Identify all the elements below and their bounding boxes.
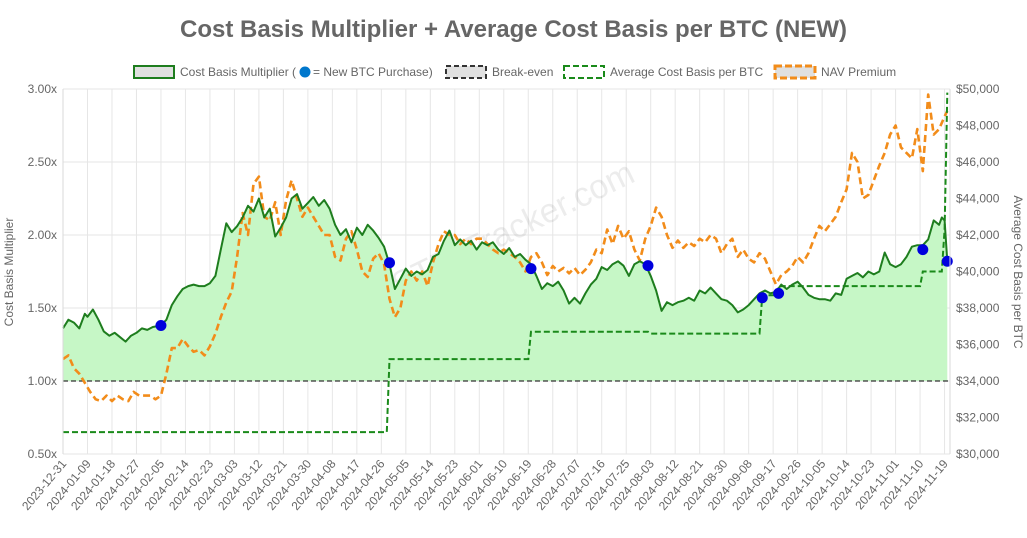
legend-label-multiplier-suffix: = New BTC Purchase) <box>313 65 433 79</box>
purchase-markers <box>155 244 953 332</box>
legend-item-nav-premium[interactable]: NAV Premium <box>773 64 896 80</box>
legend[interactable]: Cost Basis Multiplier ( = New BTC Purcha… <box>133 64 896 80</box>
purchase-dot <box>917 244 929 256</box>
y-right-tick-label: $42,000 <box>956 228 1000 242</box>
y-left-tick-label: 1.00x <box>28 374 57 388</box>
purchase-dot <box>525 263 537 275</box>
avg-cost-line <box>63 92 949 434</box>
y-left-tick-label: 1.50x <box>28 301 57 315</box>
purchase-dot <box>773 287 785 299</box>
legend-label-multiplier: Cost Basis Multiplier ( <box>180 65 296 79</box>
legend-item-avg-cost[interactable]: Average Cost Basis per BTC <box>563 65 764 79</box>
y-right-tick-label: $44,000 <box>956 192 1000 206</box>
y-right-tick-label: $36,000 <box>956 338 1000 352</box>
y-right-tick-label: $46,000 <box>956 155 1000 169</box>
purchase-dot <box>384 257 396 269</box>
y-right-tick-label: $30,000 <box>956 447 1000 461</box>
purchase-dot <box>155 320 167 332</box>
y-right-tick-label: $38,000 <box>956 301 1000 315</box>
y-left-tick-label: 2.50x <box>28 155 57 169</box>
purchase-dot <box>756 292 768 304</box>
y-left-tick-label: 0.50x <box>28 447 57 461</box>
y-left-tick-label: 2.00x <box>28 228 57 242</box>
y-right-tick-label: $50,000 <box>956 82 1000 96</box>
y-right-tick-label: $40,000 <box>956 265 1000 279</box>
legend-label-nav-premium: NAV Premium <box>821 65 896 79</box>
multiplier-line <box>62 193 949 343</box>
y-right-tick-label: $48,000 <box>956 119 1000 133</box>
legend-item-multiplier[interactable]: Cost Basis Multiplier ( = New BTC Purcha… <box>133 65 433 79</box>
legend-swatch-avg-cost <box>563 65 605 79</box>
legend-label-breakeven: Break-even <box>492 65 553 79</box>
y-left-axis-title: Cost Basis Multiplier <box>2 218 16 327</box>
purchase-dot <box>941 255 953 267</box>
chart-title: Cost Basis Multiplier + Average Cost Bas… <box>179 16 848 43</box>
y-right-tick-label: $32,000 <box>956 411 1000 425</box>
y-right-axis-title: Average Cost Basis per BTC <box>1011 195 1025 349</box>
legend-purchase-dot-icon <box>299 66 311 78</box>
y-right-tick-label: $34,000 <box>956 374 1000 388</box>
purchase-dot <box>642 260 654 272</box>
axes: 0.50x 1.00x 1.50x 2.00x 2.50x 3.00x $30,000 $32… <box>19 82 1000 513</box>
legend-item-breakeven[interactable]: Break-even <box>445 65 553 79</box>
legend-label-avg-cost: Average Cost Basis per BTC <box>610 65 764 79</box>
legend-swatch-nav-premium <box>773 64 817 80</box>
legend-swatch-multiplier <box>133 65 175 79</box>
series-lines <box>62 92 950 434</box>
legend-swatch-breakeven <box>445 65 487 79</box>
y-left-tick-label: 3.00x <box>28 82 57 96</box>
